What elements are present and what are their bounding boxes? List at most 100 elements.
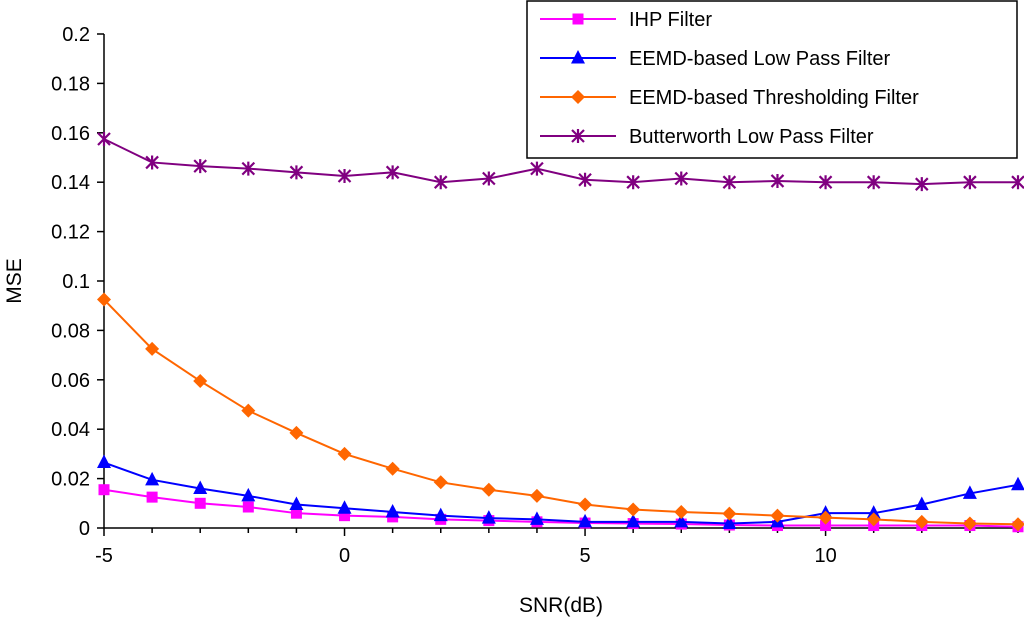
data-point (1011, 175, 1024, 190)
data-point (722, 175, 737, 190)
legend: IHP Filter EEMD-based Low Pass Filter EEMD… (526, 0, 1018, 159)
data-point (866, 512, 881, 527)
x-tick-label: 5 (579, 545, 590, 567)
x-axis-ticks: -5 0 5 10 (95, 528, 1019, 567)
data-point (433, 475, 448, 490)
data-point (530, 161, 544, 176)
y-tick-label: 0.18 (51, 73, 90, 95)
legend-item: EEMD-based Thresholding Filter (540, 87, 919, 109)
data-point (97, 292, 111, 307)
y-tick-label: 0.06 (51, 370, 90, 392)
legend-box (526, 0, 1018, 159)
x-tick-label: 0 (339, 545, 350, 567)
data-point (241, 487, 256, 502)
data-point (194, 497, 206, 509)
data-point (481, 510, 496, 524)
y-tick-label: 0 (79, 518, 90, 540)
data-point (818, 175, 833, 190)
legend-marker (571, 90, 585, 104)
series-line (103, 488, 1019, 528)
data-point (770, 508, 785, 523)
legend-label: EEMD-based Low Pass Filter (629, 48, 891, 70)
series-line (103, 138, 1018, 186)
data-point (674, 171, 689, 186)
data-point (866, 505, 881, 519)
data-point (290, 507, 302, 519)
legend-items: IHP Filter EEMD-based Low Pass Filter EEMD… (540, 9, 919, 148)
data-point (337, 169, 352, 184)
x-axis-title: SNR(dB) (519, 594, 603, 617)
series-3 (97, 292, 1024, 532)
y-tick-label: 0.04 (51, 419, 90, 441)
data-point (193, 374, 208, 389)
data-point (674, 504, 689, 519)
data-point (820, 520, 832, 532)
data-point (915, 177, 929, 192)
data-point (626, 513, 641, 528)
data-point (722, 515, 737, 530)
data-point (385, 165, 400, 180)
data-point (674, 513, 689, 528)
data-point (770, 173, 785, 188)
data-point (529, 511, 544, 525)
y-tick-label: 0.08 (51, 320, 90, 342)
y-tick-label: 0.02 (51, 469, 90, 491)
series-line (103, 298, 1019, 526)
data-point (98, 484, 110, 496)
data-point (818, 510, 833, 525)
series-4 (97, 131, 1024, 192)
data-point (146, 491, 158, 503)
data-point (241, 161, 256, 176)
data-point (1011, 476, 1024, 491)
legend-label: IHP Filter (629, 9, 712, 31)
data-point (626, 175, 640, 190)
data-point (97, 454, 111, 469)
data-point (433, 507, 448, 522)
data-point (242, 501, 254, 513)
y-axis-ticks: 0 0.02 0.04 0.06 0.08 0.1 0.12 0.14 0.16 0.18 0.2 (51, 24, 104, 540)
y-tick-label: 0.14 (51, 172, 90, 194)
data-point (289, 165, 304, 180)
data-point (914, 514, 929, 529)
legend-label: Butterworth Low Pass Filter (629, 126, 874, 148)
data-point (289, 425, 304, 440)
series-2 (97, 454, 1024, 530)
data-point (962, 485, 977, 499)
data-point (289, 496, 304, 511)
legend-label: EEMD-based Thresholding Filter (629, 87, 919, 109)
data-point (385, 503, 400, 518)
data-point (482, 171, 496, 186)
data-point (339, 510, 351, 522)
x-tick-label: 10 (814, 545, 836, 567)
data-point (914, 496, 929, 511)
data-point (433, 175, 448, 190)
data-point (722, 506, 737, 521)
data-point (193, 159, 207, 174)
data-point (481, 482, 496, 497)
data-point (145, 471, 160, 486)
legend-marker (571, 129, 585, 143)
data-point (193, 480, 208, 494)
data-point (145, 341, 160, 356)
data-point (97, 131, 111, 146)
data-point (529, 488, 544, 503)
data-point (1011, 517, 1024, 532)
y-tick-label: 0.1 (62, 271, 90, 293)
y-axis-title: MSE (3, 258, 26, 304)
legend-marker (572, 13, 584, 25)
data-point (578, 172, 592, 187)
data-point (337, 500, 352, 514)
data-point (963, 175, 977, 190)
legend-item: Butterworth Low Pass Filter (540, 126, 874, 148)
series-line (103, 461, 1019, 525)
data-point (337, 446, 352, 461)
series-layer (97, 131, 1024, 533)
x-tick-label: -5 (95, 545, 113, 567)
data-point (626, 502, 641, 517)
legend-item: IHP Filter (540, 9, 712, 31)
data-point (578, 497, 593, 512)
data-point (866, 175, 881, 190)
series-1 (98, 484, 1024, 533)
data-point (241, 403, 256, 418)
